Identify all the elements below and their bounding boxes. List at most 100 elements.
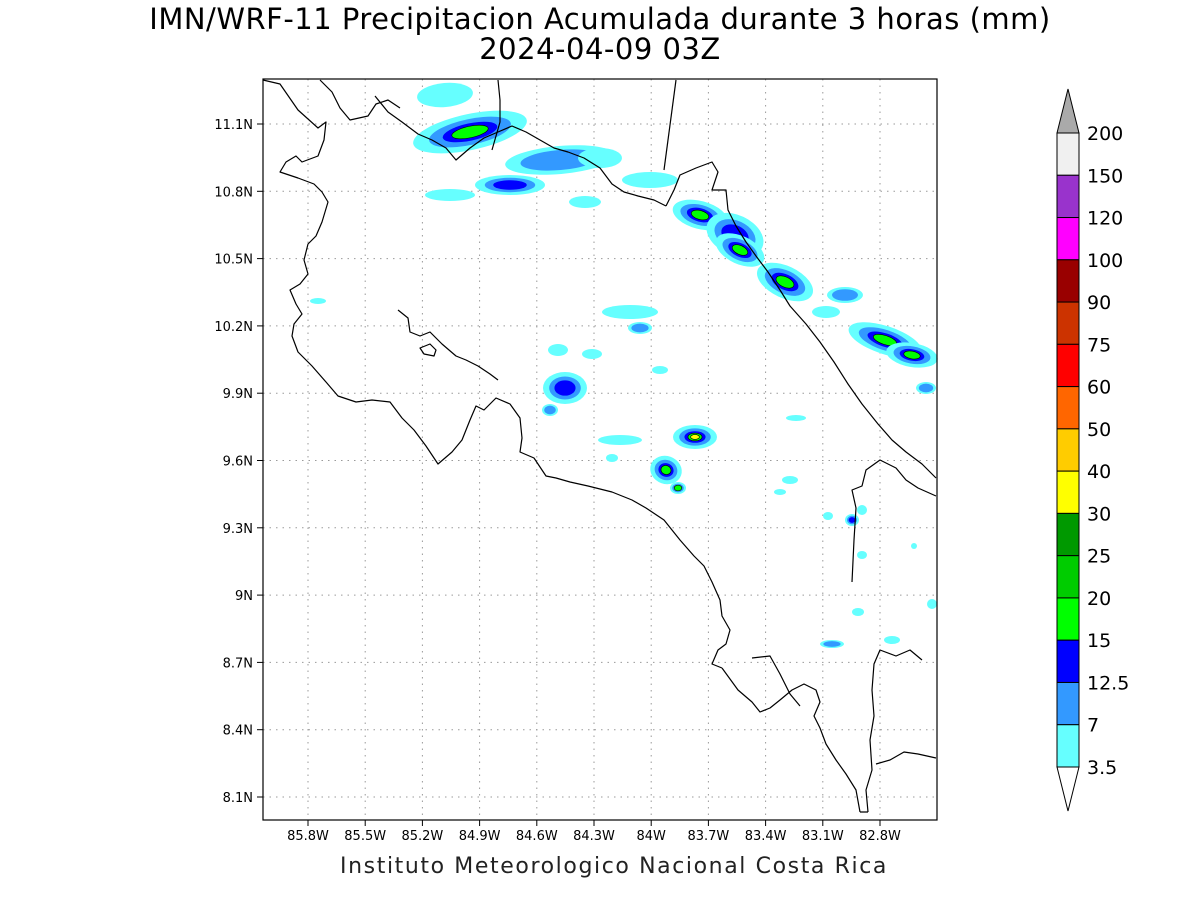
lat-tick-label: 9.9N [223, 387, 253, 402]
precip-cell-heavy [848, 517, 856, 523]
lat-tick-label: 8.4N [223, 724, 253, 739]
lon-tick-label: 84.9W [459, 829, 501, 844]
colorbar-level-label: 7 [1087, 715, 1099, 737]
precip-cell-light [606, 454, 618, 462]
precip-cell-light [823, 512, 833, 520]
colorbar-level-label: 200 [1087, 123, 1123, 145]
colorbar-level-label: 120 [1087, 208, 1123, 230]
precip-cell-light [857, 551, 867, 559]
precip-cell-moderate [823, 641, 841, 647]
chira-island [419, 343, 437, 357]
lat-tick-label: 9.6N [223, 455, 253, 470]
colorbar-swatch [1056, 555, 1080, 599]
precip-cell-light [417, 82, 473, 108]
map-title: IMN/WRF-11 Precipitacion Acumulada duran… [149, 2, 1051, 36]
precip-cell-moderate [631, 323, 649, 333]
colorbar-swatch [1056, 301, 1080, 345]
precip-cell-light [911, 543, 917, 549]
colorbar-swatch [1056, 428, 1080, 472]
lat-tick-label: 10.2N [214, 320, 253, 335]
lon-tick-label: 82.8W [859, 829, 901, 844]
colorbar-swatch [1056, 597, 1080, 641]
colorbar-level-label: 60 [1087, 377, 1111, 399]
colorbar-swatch [1056, 259, 1080, 303]
precip-cell-light [622, 172, 678, 188]
colorbar-level-label: 25 [1087, 546, 1111, 568]
nicoya-gulf-coast [397, 309, 499, 381]
precip-cell-light [782, 476, 798, 484]
colorbar-under-triangle [1056, 766, 1080, 812]
precip-cell-light [774, 489, 786, 495]
colorbar-swatch [1056, 386, 1080, 430]
precip-cell-very-heavy [690, 209, 710, 221]
colorbar-level-label: 3.5 [1087, 757, 1117, 779]
pacific-coastline-north [262, 79, 731, 669]
precip-cell-peak [690, 434, 700, 440]
lat-tick-label: 8.7N [223, 656, 253, 671]
lon-tick-label: 85.5W [344, 829, 386, 844]
lon-tick-label: 83.4W [745, 829, 787, 844]
precip-cell-moderate [832, 289, 858, 301]
precip-cell-moderate [544, 405, 556, 415]
lat-tick-label: 11.1N [214, 118, 253, 133]
colorbar-swatch [1056, 132, 1080, 176]
colorbar-level-label: 50 [1087, 419, 1111, 441]
caribbean-upper-coast [663, 79, 677, 171]
precip-cell-light [927, 599, 937, 609]
panama-border [851, 459, 937, 583]
precip-cell-light [310, 298, 326, 304]
precip-cell-light [786, 415, 806, 421]
precip-cell-light [857, 505, 867, 515]
precip-cell-light [884, 636, 900, 644]
colorbar-level-label: 150 [1087, 165, 1123, 187]
colorbar-level-label: 15 [1087, 630, 1111, 652]
precipitation-layer [310, 82, 938, 648]
precip-cell-very-heavy [903, 350, 921, 360]
lake-nicaragua-shore [319, 79, 401, 121]
precip-cell-light [425, 189, 475, 201]
lon-tick-label: 83.7W [687, 829, 729, 844]
precip-cell-moderate [918, 383, 934, 393]
map-footer-credit: Instituto Meteorologico Nacional Costa R… [340, 854, 888, 879]
precip-cell-very-heavy [673, 484, 683, 492]
colorbar-swatch [1056, 174, 1080, 219]
colorbar-level-label: 40 [1087, 461, 1111, 483]
precip-cell-light [602, 305, 658, 319]
colorbar-swatch [1056, 681, 1080, 726]
precip-cell-heavy [493, 180, 527, 190]
colorbar-level-label: 30 [1087, 503, 1111, 525]
lat-tick-label: 8.1N [223, 791, 253, 806]
precipitation-colorbar: 200 150 120 100 90 75 60 50 40 30 25 20 15 12.5 7 3.5 [1056, 88, 1129, 812]
colorbar-level-label: 75 [1087, 334, 1111, 356]
colorbar-swatch [1056, 343, 1080, 388]
colorbar-swatch [1056, 724, 1080, 768]
lat-tick-label: 10.8N [214, 185, 253, 200]
colorbar-swatch [1056, 470, 1080, 514]
precip-cell-light [812, 306, 840, 318]
lat-tick-label: 9N [235, 589, 253, 604]
lon-tick-label: 85.8W [287, 829, 329, 844]
precip-cell-very-heavy [731, 244, 749, 256]
precip-cell-heavy [554, 380, 576, 396]
precip-cell-light [582, 349, 602, 359]
coastlines-and-borders [262, 79, 937, 813]
map-valid-time: 2024-04-09 03Z [479, 32, 721, 66]
precip-cell-light [578, 148, 622, 168]
precip-cell-light [598, 435, 642, 445]
colorbar-level-label: 12.5 [1087, 672, 1129, 694]
map-frame [262, 78, 938, 821]
lon-tick-label: 83.1W [802, 829, 844, 844]
lon-tick-label: 84.6W [516, 829, 558, 844]
precip-cell-light [548, 344, 568, 356]
lon-tick-label: 84.3W [573, 829, 615, 844]
lat-tick-label: 9.3N [223, 522, 253, 537]
precip-cell-light [569, 196, 601, 208]
lat-tick-label: 10.5N [214, 253, 253, 268]
colorbar-over-triangle [1056, 88, 1080, 134]
burica-coast [860, 649, 937, 813]
nicaragua-border [374, 95, 667, 207]
lon-tick-label: 84W [636, 829, 666, 844]
colorbar-level-label: 20 [1087, 588, 1111, 610]
precip-cell-light [852, 608, 864, 616]
